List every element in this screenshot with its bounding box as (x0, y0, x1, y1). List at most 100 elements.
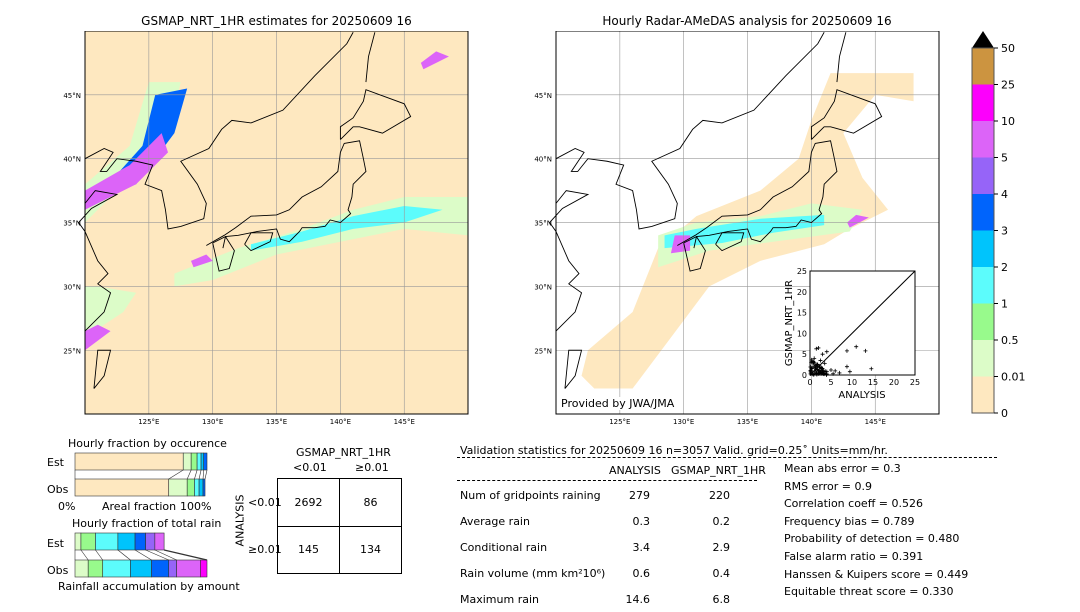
colorbar-label: 0.5 (1001, 334, 1019, 347)
y-tick-label: 35°N (534, 220, 552, 228)
stats-row-analysis: 0.6 (600, 567, 650, 580)
ct-col2: ≥0.01 (355, 461, 389, 474)
y-tick-label: 45°N (534, 92, 552, 100)
scatter-ylabel: GSMAP_NRT_1HR (784, 280, 795, 366)
totalrain-obs-segment (169, 560, 177, 577)
colorbar-label: 25 (1001, 79, 1015, 92)
connector (164, 550, 207, 560)
stats-row-label: Num of gridpoints raining (460, 489, 601, 502)
colorbar-segment (972, 267, 994, 304)
colorbar-label: 1 (1001, 298, 1008, 311)
occurrence-est-segment (191, 453, 197, 470)
stats-row-analysis: 0.3 (600, 515, 650, 528)
x-tick-label: 130°E (202, 418, 223, 426)
totalrain-obs-segment (75, 560, 88, 577)
occurrence-obs-segment (169, 479, 187, 496)
score-line: RMS error = 0.9 (784, 480, 872, 493)
score-line: False alarm ratio = 0.391 (784, 550, 923, 563)
occurrence-obs-segment (194, 479, 199, 496)
totalrain-obs-segment (152, 560, 169, 577)
x-tick-label: 15 (868, 378, 878, 387)
totalrain-obs-segment (200, 560, 207, 577)
figure: GSMAP_NRT_1HR estimates for 20250609 16 … (0, 0, 1080, 612)
connector (205, 470, 207, 479)
stats-row-analysis: 279 (600, 489, 650, 502)
y-tick-label: 25°N (534, 347, 552, 355)
ct-col1: <0.01 (293, 461, 327, 474)
colorbar-segment (972, 377, 994, 414)
left-map-title: GSMAP_NRT_1HR estimates for 20250609 16 (85, 14, 468, 28)
fraction-bars (0, 440, 230, 590)
score-line: Frequency bias = 0.789 (784, 515, 915, 528)
x-tick-label: 135°E (737, 418, 758, 426)
connector (199, 470, 201, 479)
totalrain-est-segment (75, 533, 81, 550)
colorbar-segment (972, 85, 994, 122)
occurrence-obs-segment (199, 479, 203, 496)
stats-row-gsmap: 0.4 (680, 567, 730, 580)
connector (169, 470, 184, 479)
stats-row-label: Average rain (460, 515, 530, 528)
totalrain-obs-segment (103, 560, 131, 577)
colorbar-segment (972, 194, 994, 231)
colorbar-label: 4 (1001, 188, 1008, 201)
colorbar-label: 10 (1001, 115, 1015, 128)
x-tick-label: 135°E (266, 418, 287, 426)
totalrain-est-segment (146, 533, 155, 550)
totalrain-obs-segment (88, 560, 103, 577)
score-line: Correlation coeff = 0.526 (784, 497, 923, 510)
y-tick-label: 20 (797, 288, 807, 297)
stats-row-label: Maximum rain (460, 593, 539, 606)
connector (95, 550, 102, 560)
y-tick-label: 0 (802, 371, 807, 380)
score-line: Mean abs error = 0.3 (784, 462, 901, 475)
ct-row-axis: ANALYSIS (233, 495, 246, 547)
occurrence-obs-segment (187, 479, 194, 496)
stats-row-gsmap: 0.2 (680, 515, 730, 528)
stats-col-gsmap: GSMAP_NRT_1HR (671, 464, 766, 477)
y-tick-label: 5 (802, 350, 807, 359)
score-line: Hanssen & Kuipers score = 0.449 (784, 568, 968, 581)
colorbar-label: 50 (1001, 42, 1015, 55)
occurrence-est-segment (183, 453, 191, 470)
scatter-xlabel: ANALYSIS (838, 390, 885, 401)
y-tick-label: 30°N (63, 283, 81, 291)
left-map: 125°E 130°E 135°E 140°E 145°E25°N30°N35°N40°… (40, 31, 480, 431)
ct-cell: 134 (340, 543, 401, 556)
totalrain-obs-segment (130, 560, 151, 577)
colorbar-segment (972, 304, 994, 341)
colorbar-label: 0.01 (1001, 371, 1025, 384)
connector (203, 470, 204, 479)
colorbar-segment (972, 340, 994, 377)
connector (118, 550, 131, 560)
y-tick-label: 10 (797, 329, 807, 338)
occurrence-est-segment (204, 453, 207, 470)
colorbar-segment (972, 48, 994, 85)
totalrain-est-segment (95, 533, 117, 550)
contingency-table: 2692 86 145 134 (277, 478, 402, 574)
totalrain-est-segment (118, 533, 135, 550)
colorbar-label: 5 (1001, 152, 1008, 165)
right-map-title: Hourly Radar-AMeDAS analysis for 2025060… (556, 14, 938, 28)
x-tick-label: 0 (807, 378, 812, 387)
connector (81, 550, 88, 560)
stats-col-analysis: ANALYSIS (609, 464, 661, 477)
occurrence-obs-segment (203, 479, 205, 496)
totalrain-est-segment (81, 533, 96, 550)
connector (194, 470, 197, 479)
connector (187, 470, 191, 479)
score-line: Equitable threat score = 0.330 (784, 585, 953, 598)
totalrain-est-segment (155, 533, 164, 550)
colorbar-segment (972, 231, 994, 268)
x-tick-label: 145°E (865, 418, 886, 426)
y-tick-label: 25°N (63, 347, 81, 355)
colorbar-segment (972, 158, 994, 195)
x-tick-label: 20 (889, 378, 899, 387)
y-tick-label: 25 (797, 267, 807, 276)
totalrain-obs-segment (177, 560, 201, 577)
x-tick-label: 140°E (330, 418, 351, 426)
x-tick-label: 5 (828, 378, 833, 387)
occurrence-est-segment (75, 453, 183, 470)
x-tick-label: 130°E (673, 418, 694, 426)
stats-header: Validation statistics for 20250609 16 n=… (460, 444, 888, 457)
